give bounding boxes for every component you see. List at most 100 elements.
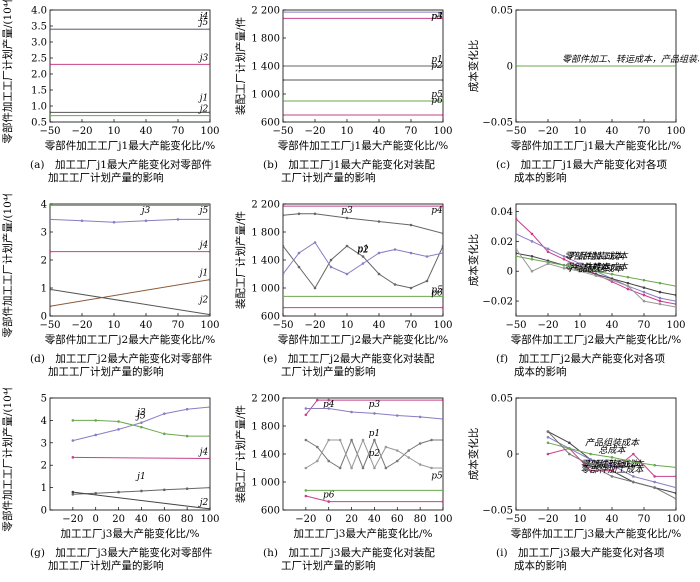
y-tick-label: 5 [41, 394, 47, 405]
series-label: p1 [357, 245, 369, 255]
x-tick-label: 10 [574, 126, 587, 137]
data-point [642, 286, 646, 289]
data-point [283, 244, 285, 248]
panel-caption: (a) 加工工厂j1最大产能变化对零部件 [30, 158, 212, 171]
data-point [350, 466, 353, 470]
data-point [653, 475, 656, 478]
data-point [395, 459, 399, 463]
data-point [589, 463, 592, 467]
data-point [283, 272, 285, 276]
panel-caption: 工厂计划产量的影响 [281, 559, 376, 572]
data-point [568, 441, 571, 445]
y-tick-label: 2 [41, 256, 47, 267]
y-tick-label: 1 800 [251, 228, 280, 239]
data-point [407, 449, 411, 452]
data-point [50, 111, 52, 114]
panel-caption: (c) 加工工厂j1最大产能变化对各项 [496, 158, 668, 171]
data-point [441, 204, 443, 208]
data-point [409, 286, 413, 290]
data-point [441, 417, 443, 421]
data-point [632, 475, 635, 478]
data-point [546, 430, 550, 433]
data-point [441, 17, 443, 20]
y-tick-label: 0.05 [491, 394, 513, 405]
chart-panel-i: −50−20104070100−0.0500.05产品配送成本总成本零部件转运成… [467, 394, 686, 573]
y-tick-label: 0 [41, 312, 47, 323]
series-label: j3 [198, 53, 209, 63]
x-tick-label: 40 [140, 126, 153, 137]
series-label: j2 [198, 105, 209, 115]
x-tick-label: 0 [326, 514, 332, 525]
data-point [329, 265, 333, 269]
y-tick-label: 2.0 [31, 70, 47, 81]
chart-panel-c: −50 −20 10 40 70 100 −0.05 0 0.05 零部件加工、转运成本，产品组装… [467, 6, 699, 185]
data-point [418, 463, 422, 466]
y-tick-label: 0.02 [491, 237, 513, 248]
chart-panel-e: −50 −20 10 40 70 100 600 1 000 1 400 1 800 2 200 p4… [234, 200, 453, 379]
data-point [546, 452, 550, 456]
x-tick-label: 100 [666, 126, 685, 137]
data-point [117, 490, 120, 494]
data-point [441, 232, 443, 235]
data-point [653, 480, 656, 484]
y-tick-label: 1 000 [251, 284, 280, 295]
data-point [418, 442, 422, 445]
data-point [441, 10, 443, 14]
data-point [674, 497, 676, 501]
y-axis-label: 成本变化比 [467, 234, 480, 287]
data-point [208, 111, 210, 114]
data-point [441, 64, 443, 68]
y-tick-label: 1.0 [31, 102, 47, 113]
y-axis-label: 装配工厂计划产量/件 [234, 17, 247, 115]
x-axis-label: 加工工厂j3最大产能变化比/% [61, 527, 200, 540]
data-point [304, 466, 308, 470]
data-point [632, 452, 635, 456]
y-tick-label: 0 [507, 62, 513, 73]
y-tick-label: 3.5 [31, 22, 47, 33]
data-point [283, 64, 285, 68]
series-label: p4 [323, 400, 335, 410]
data-point [393, 283, 397, 286]
x-tick-label: 10 [108, 126, 121, 137]
data-point [626, 275, 630, 279]
x-tick-label: 80 [181, 514, 194, 525]
data-point [297, 251, 301, 255]
x-tick-label: 20 [345, 514, 358, 525]
y-tick-label: 4 [41, 200, 47, 211]
data-point [441, 251, 443, 255]
y-tick-label: 3.0 [31, 38, 47, 49]
data-point [653, 463, 656, 467]
x-tick-label: 10 [108, 320, 121, 331]
x-tick-label: −20 [304, 126, 325, 137]
x-tick-label: 40 [373, 126, 386, 137]
series-label: j4 [198, 12, 209, 22]
series-line-j4 [72, 456, 210, 459]
x-tick-label: 70 [172, 126, 185, 137]
data-point [283, 204, 285, 208]
x-tick-label: −50 [505, 320, 526, 331]
x-tick-label: 40 [368, 514, 381, 525]
y-tick-label: −0.02 [482, 297, 513, 308]
data-point [297, 265, 301, 269]
data-point [117, 428, 120, 431]
data-point [208, 405, 210, 409]
series-label: j1 [198, 269, 209, 279]
series-label: p5 [431, 471, 443, 481]
data-point [516, 232, 518, 236]
data-point [530, 240, 534, 243]
data-point [361, 262, 365, 265]
x-tick-label: 70 [638, 320, 651, 331]
data-point [632, 460, 635, 464]
data-point [610, 456, 614, 459]
panel-caption: (b) 加工工厂j1最大产能变化对装配 [263, 158, 435, 171]
y-tick-label: 2 [41, 461, 47, 472]
data-point [562, 266, 566, 270]
data-point [71, 419, 75, 422]
data-point [653, 486, 656, 489]
data-point [50, 204, 52, 207]
series-label: 零部件加工成本 [564, 251, 628, 262]
data-point [674, 475, 676, 478]
series-label: 零部件转运成本 [564, 262, 628, 273]
x-tick-label: −20 [71, 320, 92, 331]
